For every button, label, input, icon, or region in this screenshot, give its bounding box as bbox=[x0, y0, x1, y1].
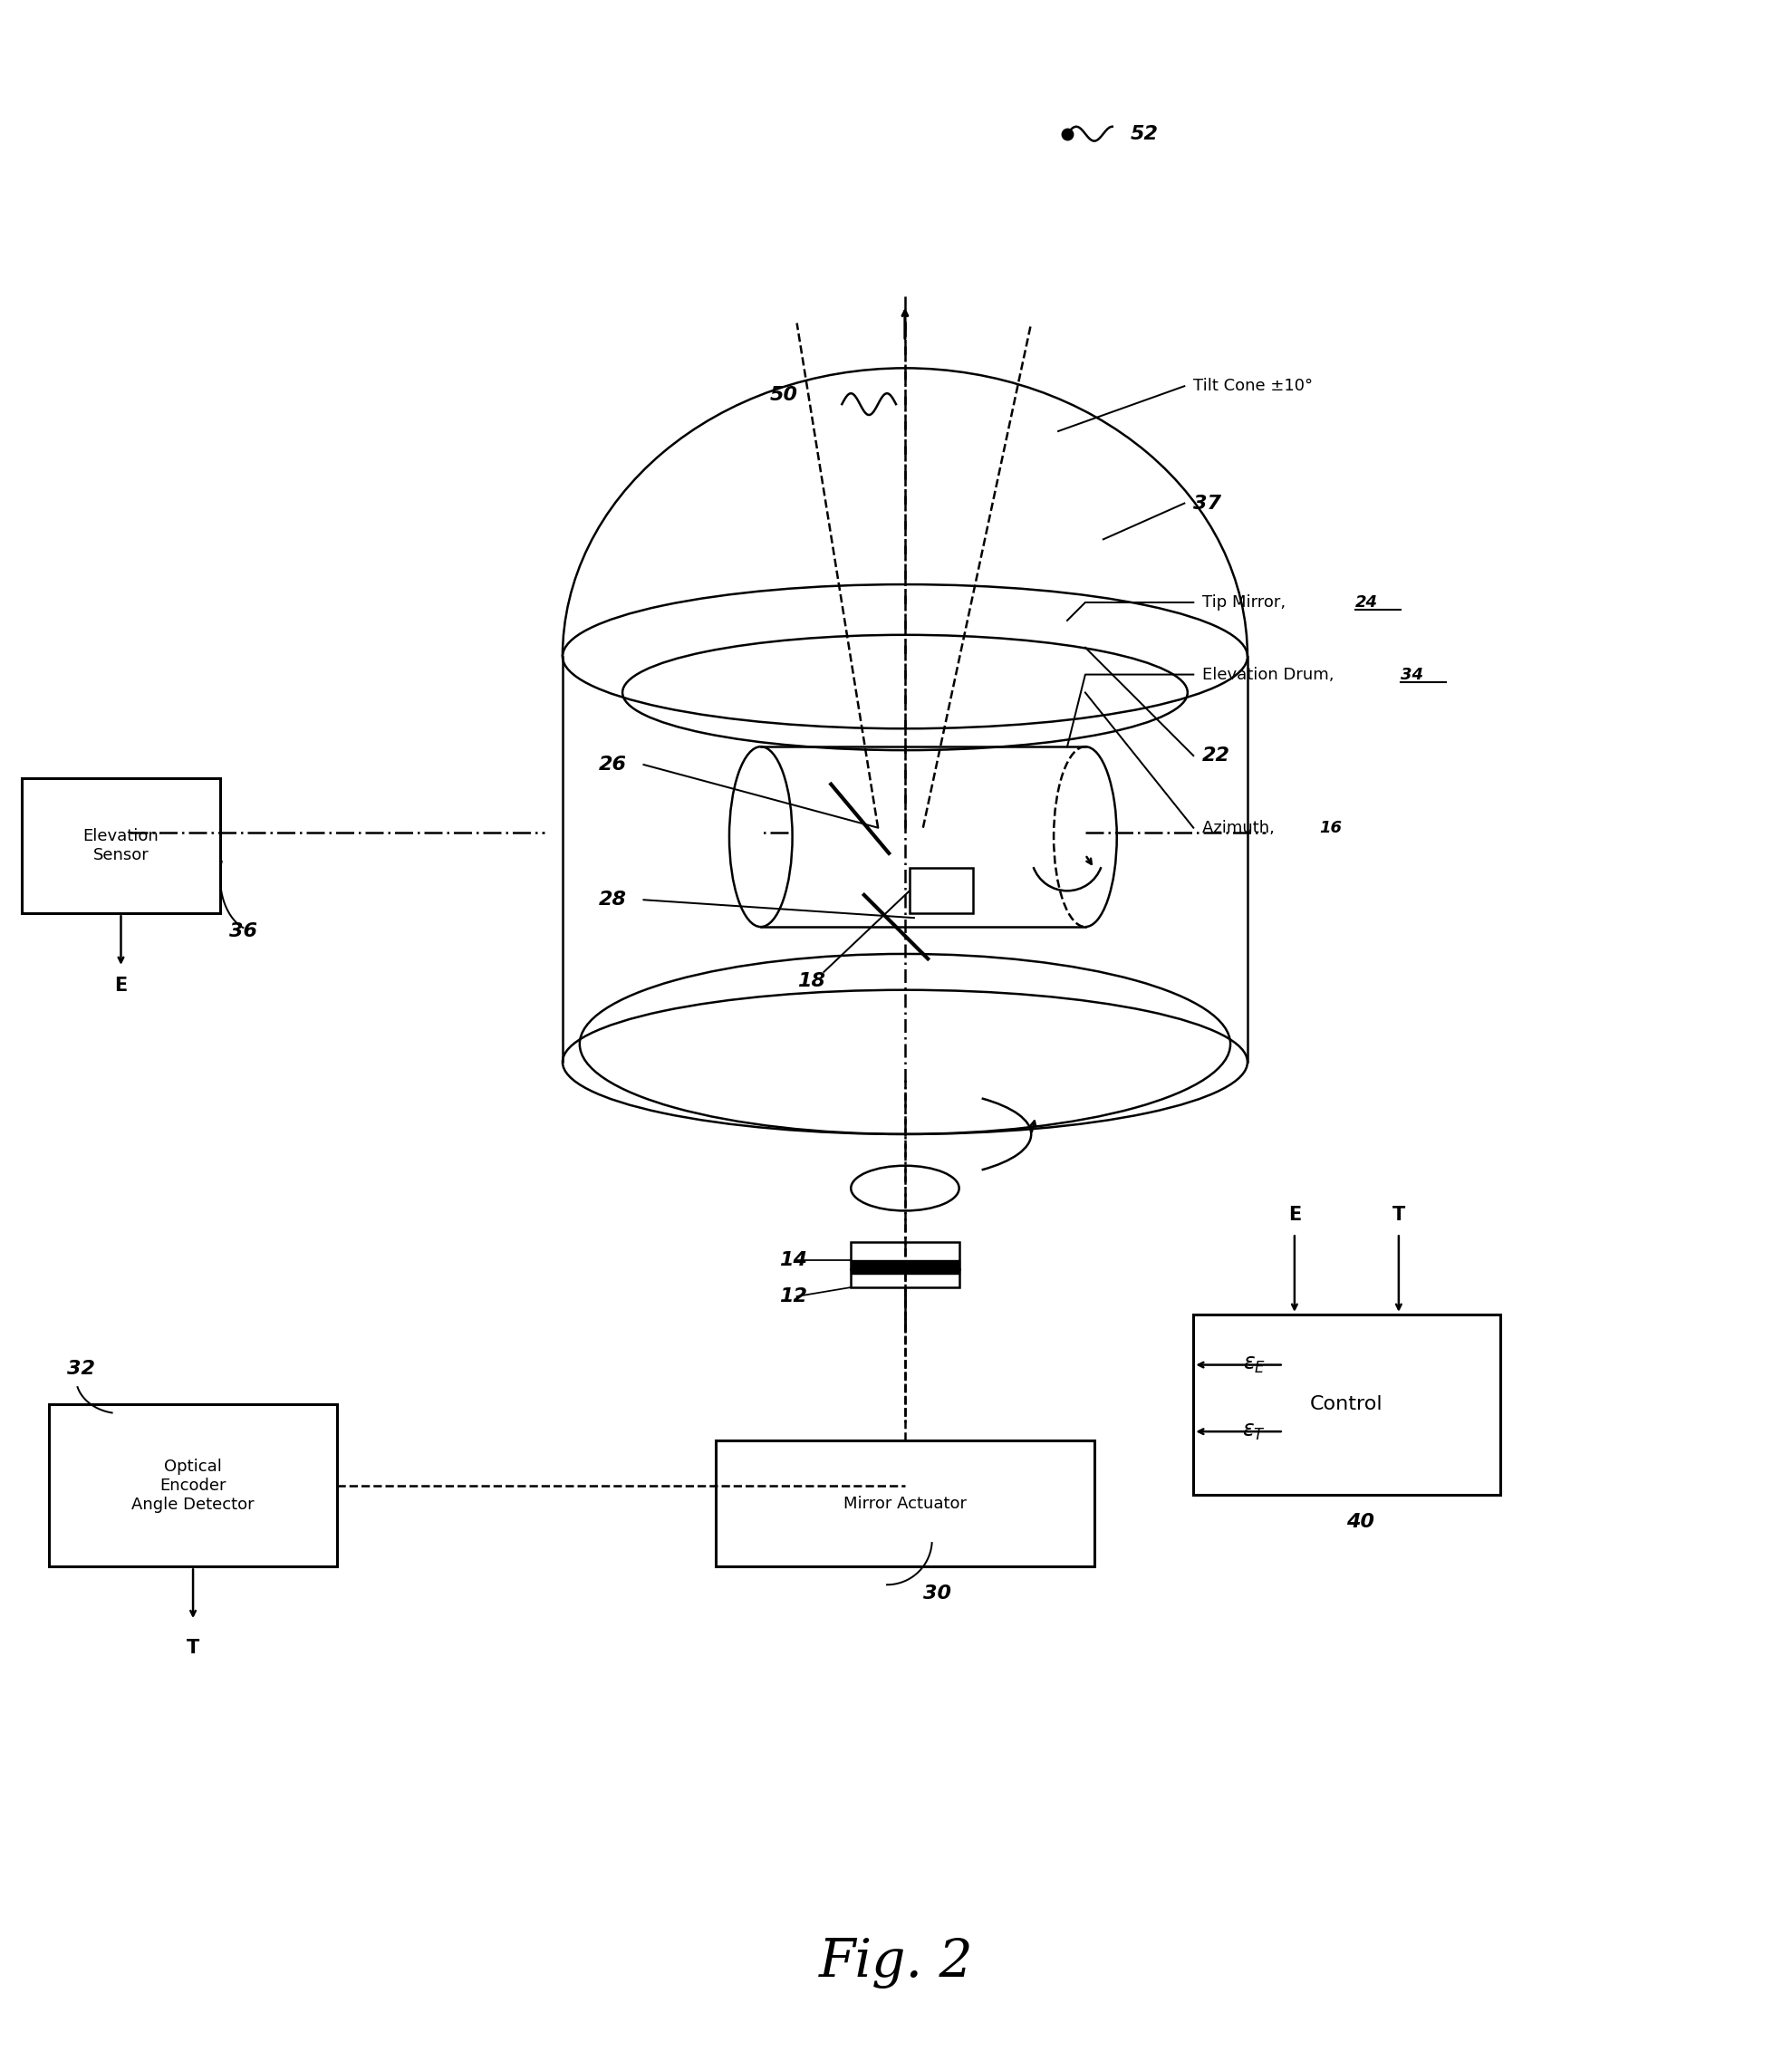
Text: Control: Control bbox=[1310, 1395, 1383, 1414]
Text: 22: 22 bbox=[1202, 746, 1231, 765]
Text: 26: 26 bbox=[599, 756, 627, 773]
Text: 40: 40 bbox=[1346, 1513, 1374, 1531]
Text: Elevation Drum,: Elevation Drum, bbox=[1202, 666, 1339, 682]
Text: 12: 12 bbox=[780, 1288, 806, 1305]
Text: $\varepsilon_E$: $\varepsilon_E$ bbox=[1242, 1354, 1265, 1375]
Text: 14: 14 bbox=[780, 1251, 806, 1270]
Text: 30: 30 bbox=[923, 1585, 952, 1603]
Text: E: E bbox=[1288, 1206, 1301, 1224]
Text: 32: 32 bbox=[66, 1360, 95, 1377]
Text: 18: 18 bbox=[797, 973, 824, 989]
Text: Tip Mirror,: Tip Mirror, bbox=[1202, 594, 1290, 610]
Text: 36: 36 bbox=[229, 923, 258, 940]
Text: Tilt Cone ±10°: Tilt Cone ±10° bbox=[1193, 377, 1314, 394]
Text: T: T bbox=[1392, 1206, 1405, 1224]
Text: Azimuth,: Azimuth, bbox=[1202, 820, 1279, 837]
Text: Optical
Encoder
Angle Detector: Optical Encoder Angle Detector bbox=[131, 1459, 254, 1513]
Text: Fig. 2: Fig. 2 bbox=[819, 1937, 973, 1989]
Text: Elevation
Sensor: Elevation Sensor bbox=[82, 829, 159, 864]
Text: 16: 16 bbox=[1319, 820, 1342, 837]
Text: 34: 34 bbox=[1401, 666, 1423, 682]
Text: 24: 24 bbox=[1355, 594, 1378, 610]
Text: $\varepsilon_T$: $\varepsilon_T$ bbox=[1242, 1422, 1265, 1443]
Text: 52: 52 bbox=[1131, 126, 1158, 142]
Text: Mirror Actuator: Mirror Actuator bbox=[844, 1496, 966, 1513]
Text: 37: 37 bbox=[1193, 495, 1222, 513]
Text: 28: 28 bbox=[599, 890, 627, 909]
Text: T: T bbox=[186, 1638, 199, 1657]
Text: 50: 50 bbox=[771, 385, 797, 404]
Text: E: E bbox=[115, 977, 127, 995]
